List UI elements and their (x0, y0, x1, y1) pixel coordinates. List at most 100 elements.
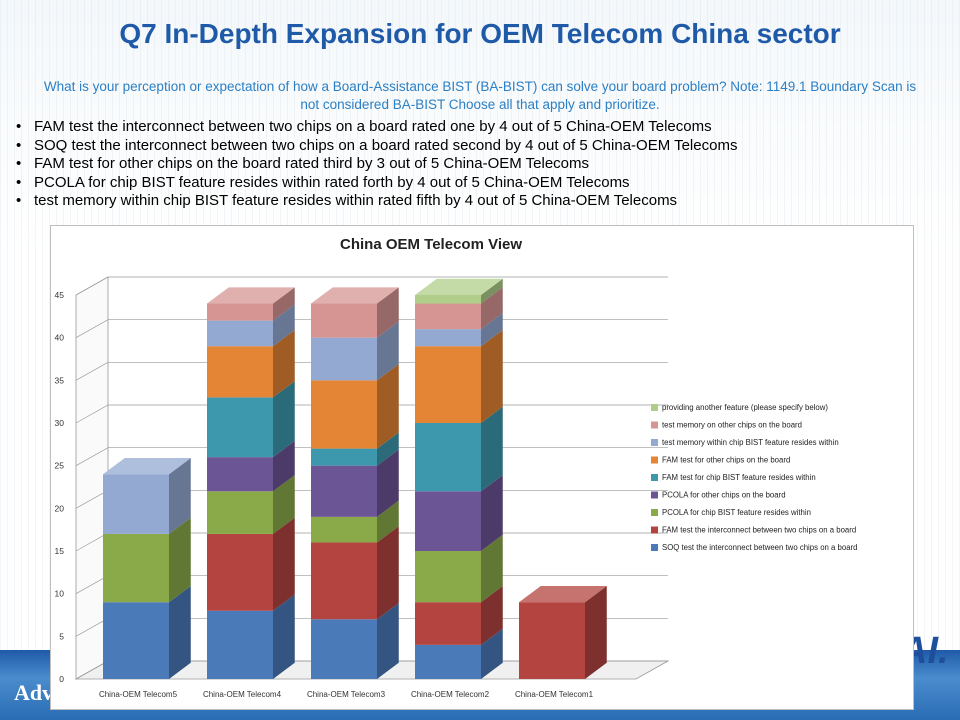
bar-segment (311, 542, 377, 620)
bar-segment-side (481, 628, 503, 679)
bar-segment-side (481, 278, 503, 304)
y-tick-label: 10 (55, 589, 65, 599)
x-tick-label: China-OEM Telecom4 (203, 690, 282, 699)
bar-segment (311, 380, 377, 449)
bar-segment (103, 474, 169, 534)
legend-swatch (651, 439, 658, 446)
legend-label: test memory within chip BIST feature res… (662, 438, 839, 447)
bar-segment (415, 423, 481, 492)
legend-label: test memory on other chips on the board (662, 421, 802, 430)
bar-segment (207, 457, 273, 492)
y-tick-label: 0 (59, 674, 64, 684)
y-tick-label: 45 (55, 290, 65, 300)
bar-segment-side (273, 517, 295, 611)
bar-segment (207, 491, 273, 534)
chart-title: China OEM Telecom View (340, 236, 522, 253)
finding-item: PCOLA for chip BIST feature resides with… (10, 174, 950, 193)
y-tick-label: 15 (55, 546, 65, 556)
bar-segment (207, 397, 273, 458)
findings-list: FAM test the interconnect between two ch… (10, 118, 950, 211)
legend-swatch (651, 491, 658, 499)
y-tick-label: 30 (55, 418, 65, 428)
bar-segment (207, 533, 273, 611)
bar-segment-side (377, 526, 399, 620)
slide-title: Q7 In-Depth Expansion for OEM Telecom Ch… (119, 18, 841, 49)
legend-label: PCOLA for other chips on the board (662, 491, 786, 500)
bar-segment-side (481, 312, 503, 347)
legend-swatch (651, 456, 658, 464)
bar-segment (311, 465, 377, 517)
y-tick-label: 40 (55, 333, 65, 343)
legend-swatch (651, 544, 658, 551)
bar-segment-side (377, 287, 399, 338)
legend-swatch (651, 509, 658, 516)
bar-segment (311, 303, 377, 338)
bar-segment (415, 491, 481, 551)
x-tick-label: China-OEM Telecom5 (99, 690, 178, 699)
legend-label: FAM test for chip BIST feature resides w… (662, 473, 816, 482)
legend-swatch (651, 526, 658, 534)
bar-segment (415, 303, 481, 330)
bar-segment (207, 303, 273, 321)
footer-brand: Adv (14, 680, 54, 705)
bar-segment-side (169, 586, 191, 679)
legend-label: FAM test the interconnect between two ch… (662, 526, 856, 535)
gridline (75, 276, 668, 296)
legend-swatch (651, 474, 658, 481)
bar-segment-side (481, 287, 503, 330)
x-tick-label: China-OEM Telecom3 (307, 690, 386, 699)
bar-segment-side (481, 330, 503, 423)
y-tick-label: 5 (59, 631, 64, 641)
bar-segment (207, 320, 273, 347)
finding-item: SOQ test the interconnect between two ch… (10, 137, 950, 156)
bar-segment-side (481, 586, 503, 645)
bar-segment (415, 644, 481, 679)
legend-swatch (651, 404, 658, 411)
bar-segment-side (377, 321, 399, 381)
survey-question: What is your perception or expectation o… (43, 79, 917, 112)
bar-segment-side (273, 594, 295, 679)
stacked-bar-chart: China OEM Telecom View 0 5 10 15 20 25 30 35 40 45… (55, 236, 858, 699)
bar-segment (103, 533, 169, 603)
bar-segment (207, 610, 273, 679)
finding-item: FAM test for other chips on the board ra… (10, 155, 950, 174)
bar-segment-side (377, 449, 399, 517)
bar-segment-top (415, 278, 503, 295)
bar-segment (415, 551, 481, 603)
bar-segment-side (481, 406, 503, 492)
bar-segment (311, 448, 377, 466)
bar-segment (519, 602, 585, 679)
bar-segment (103, 602, 169, 679)
bar-segment-top (207, 287, 295, 304)
bar-segment (311, 337, 377, 381)
bar-segment (207, 346, 273, 398)
finding-item: FAM test the interconnect between two ch… (10, 118, 950, 137)
bar-segment-side (273, 475, 295, 534)
x-tick-label: China-OEM Telecom1 (515, 690, 594, 699)
bar-segment-side (169, 517, 191, 603)
bar-segment-side (273, 330, 295, 398)
legend-label: SOQ test the interconnect between two ch… (662, 543, 857, 552)
bar-segment-side (273, 304, 295, 347)
bar-segment-top (103, 458, 191, 475)
legend-label: PCOLA for chip BIST feature resides with… (662, 508, 811, 517)
bar-segment-side (273, 381, 295, 458)
bar-segment (415, 295, 481, 304)
bar-segment-side (377, 364, 399, 449)
legend-label: providing another feature (please specif… (662, 403, 828, 412)
bar-segment (311, 619, 377, 679)
bar-segment-side (481, 475, 503, 551)
legend-swatch (651, 421, 658, 429)
bar-segment (415, 602, 481, 645)
bar-segment (415, 346, 481, 423)
chart-container: China OEM Telecom View 0 5 10 15 20 25 30 35 40 45… (50, 225, 914, 710)
y-tick-label: 25 (55, 461, 65, 471)
x-tick-label: China-OEM Telecom2 (411, 690, 490, 699)
bar-segment-side (481, 534, 503, 603)
bar-segment-side (169, 458, 191, 534)
bar-segment-side (377, 432, 399, 466)
y-tick-label: 35 (55, 375, 65, 385)
y-tick-label: 20 (55, 503, 65, 513)
bar-segment-side (273, 287, 295, 321)
bar-segment-side (377, 500, 399, 543)
